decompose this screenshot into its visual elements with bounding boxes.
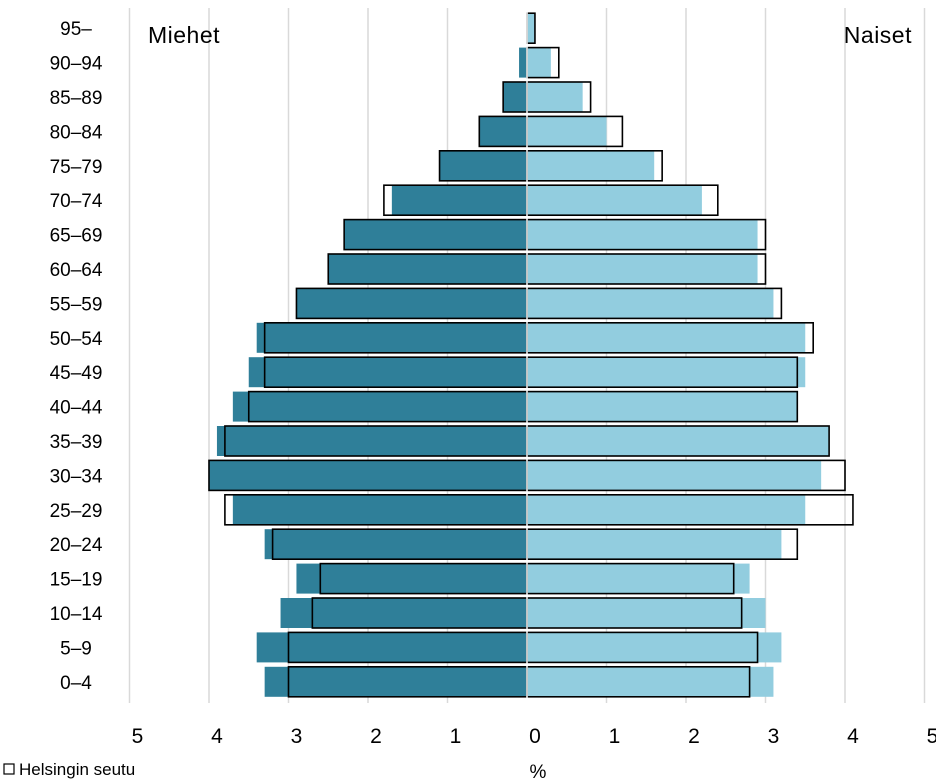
female-bar: [527, 116, 607, 147]
female-bar: [527, 288, 774, 319]
age-group-label: 95–: [60, 19, 92, 40]
x-axis-label: %: [530, 762, 547, 783]
female-bar: [527, 426, 830, 456]
female-bar: [527, 150, 655, 181]
female-bar: [527, 391, 798, 422]
male-bar: [296, 563, 527, 594]
age-group-label: 25–29: [50, 501, 103, 522]
female-bar: [527, 357, 806, 388]
male-bar: [503, 82, 527, 112]
male-bar: [264, 666, 527, 697]
age-group-label: 90–94: [50, 54, 103, 75]
age-group-label: 15–19: [50, 570, 103, 591]
female-bar: [527, 47, 551, 78]
age-group-label: 45–49: [50, 363, 103, 384]
age-group-label: 5–9: [60, 638, 92, 659]
age-group-label: 65–69: [50, 226, 103, 247]
legend-swatch: [3, 763, 15, 775]
age-group-label: 75–79: [50, 157, 103, 178]
x-tick-label: 1: [450, 725, 462, 748]
male-bar: [280, 598, 527, 628]
age-group-label: 80–84: [50, 122, 103, 143]
female-bar: [527, 219, 758, 250]
male-bar: [232, 494, 527, 525]
female-bar: [527, 322, 806, 353]
age-group-label: 35–39: [50, 432, 103, 453]
x-tick-label: 1: [609, 725, 621, 748]
left-side-label: Miehet: [148, 22, 220, 48]
x-tick-label: 5: [132, 725, 144, 748]
male-bar: [328, 254, 527, 284]
x-tick-label: 5: [927, 725, 936, 748]
male-bar: [216, 426, 527, 456]
female-bar: [527, 82, 583, 112]
male-bar: [519, 47, 527, 78]
x-tick-label: 3: [768, 725, 780, 748]
age-group-labels: 0–4 5–9 10–14 15–19 20–24 25–29 30–34 35–39 40–4…: [50, 19, 103, 694]
female-bar: [527, 563, 750, 594]
age-group-label: 55–59: [50, 294, 103, 315]
age-group-label: 70–74: [50, 191, 103, 212]
age-group-label: 20–24: [50, 535, 103, 556]
male-bar: [296, 288, 527, 319]
x-tick-label: 4: [847, 725, 859, 748]
male-bar: [479, 116, 527, 147]
bars: [208, 12, 854, 698]
age-group-label: 10–14: [50, 604, 103, 625]
x-tick-labels: 5 4 3 2 1 0 1 2 3 4 5: [132, 725, 936, 748]
age-group-label: 40–44: [50, 398, 103, 419]
age-group-label: 0–4: [60, 673, 92, 694]
age-group-label: 85–89: [50, 88, 103, 109]
x-tick-label: 0: [529, 725, 541, 748]
female-bar: [527, 494, 806, 525]
male-bar: [248, 357, 527, 388]
male-bar: [209, 460, 527, 491]
male-bar: [439, 150, 527, 181]
male-bar: [391, 185, 527, 216]
female-bar: [527, 598, 766, 628]
age-group-label: 30–34: [50, 466, 103, 487]
female-bar: [527, 254, 758, 284]
age-group-label: 50–54: [50, 329, 103, 350]
female-bar: [527, 529, 782, 560]
right-side-label: Naiset: [844, 22, 912, 48]
male-bar: [256, 322, 527, 353]
female-bar: [527, 666, 774, 697]
x-tick-label: 3: [291, 725, 303, 748]
x-tick-label: 4: [211, 725, 223, 748]
female-bar: [527, 632, 782, 663]
age-group-label: 60–64: [50, 260, 103, 281]
female-bar: [527, 460, 822, 491]
male-bar: [232, 391, 527, 422]
male-bar: [344, 219, 527, 250]
x-tick-label: 2: [370, 725, 382, 748]
female-bar: [527, 13, 535, 44]
male-bar: [256, 632, 527, 663]
legend-entry: Helsingin seutu: [19, 760, 135, 779]
female-bar: [527, 185, 702, 216]
male-bar: [264, 529, 527, 560]
x-tick-label: 2: [688, 725, 700, 748]
